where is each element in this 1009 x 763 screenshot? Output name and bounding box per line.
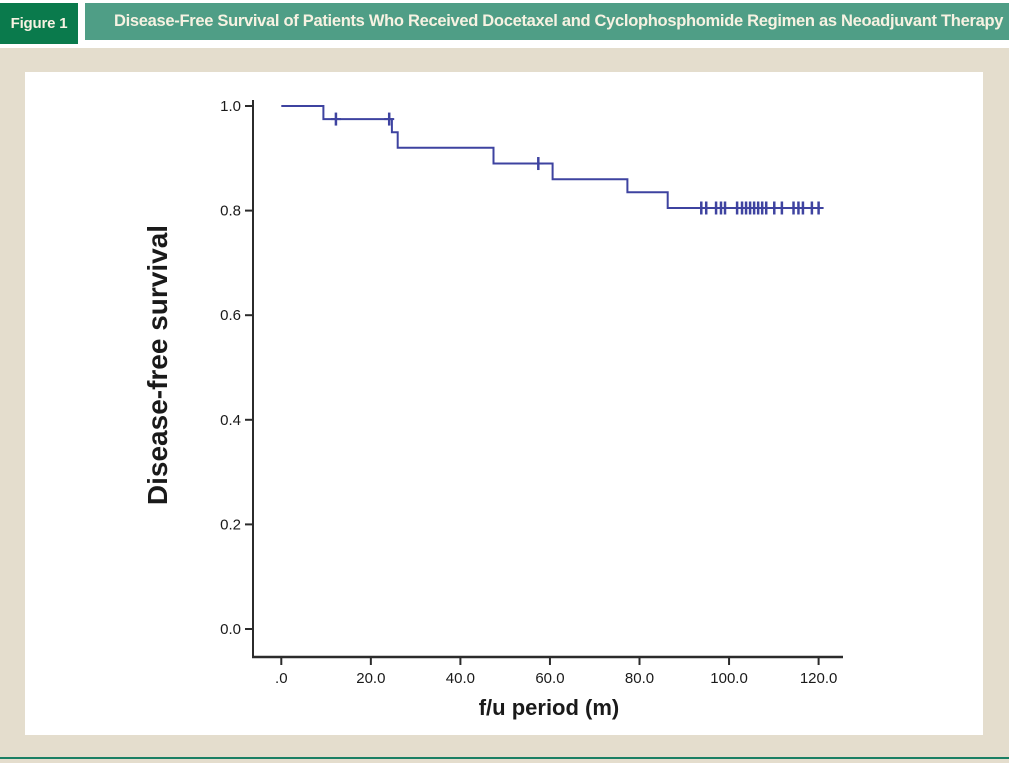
km-step-curve [281,105,824,209]
x-tick-label: 100.0 [710,670,748,687]
x-tick-label: 60.0 [535,670,564,687]
km-chart-svg: .0 20.0 40.0 60.0 80.0 100.0 120.0 1.0 0.8 0.6 0.… [142,98,843,720]
y-axis-ticks: 1.0 0.8 0.6 0.4 0.2 0.0 [220,98,253,638]
figure-number-badge: Figure 1 [0,3,78,44]
censor-marks [330,112,824,215]
bottom-divider-rule [0,757,1009,759]
x-axis-ticks: .0 20.0 40.0 60.0 80.0 100.0 120.0 [275,657,837,687]
survival-curve [281,105,824,209]
y-tick-label: 0.2 [220,516,241,533]
figure-title: Disease-Free Survival of Patients Who Re… [114,12,1004,30]
axes [252,100,843,659]
y-tick-label: 1.0 [220,98,241,115]
y-tick-label: 0.8 [220,203,241,220]
y-tick-label: 0.4 [220,412,241,429]
figure-title-bar: Disease-Free Survival of Patients Who Re… [85,3,1009,40]
x-tick-label: 20.0 [356,670,385,687]
y-axis-title: Disease-free survival [142,225,173,505]
chart-area: .0 20.0 40.0 60.0 80.0 100.0 120.0 1.0 0.8 0.6 0.… [25,72,983,735]
x-tick-label: 120.0 [800,670,838,687]
x-axis-title: f/u period (m) [479,695,620,720]
x-tick-label: 80.0 [625,670,654,687]
x-tick-label: .0 [275,670,288,687]
y-tick-label: 0.6 [220,307,241,324]
y-tick-label: 0.0 [220,621,241,638]
x-tick-label: 40.0 [446,670,475,687]
figure-panel: .0 20.0 40.0 60.0 80.0 100.0 120.0 1.0 0.8 0.6 0.… [0,48,1009,763]
